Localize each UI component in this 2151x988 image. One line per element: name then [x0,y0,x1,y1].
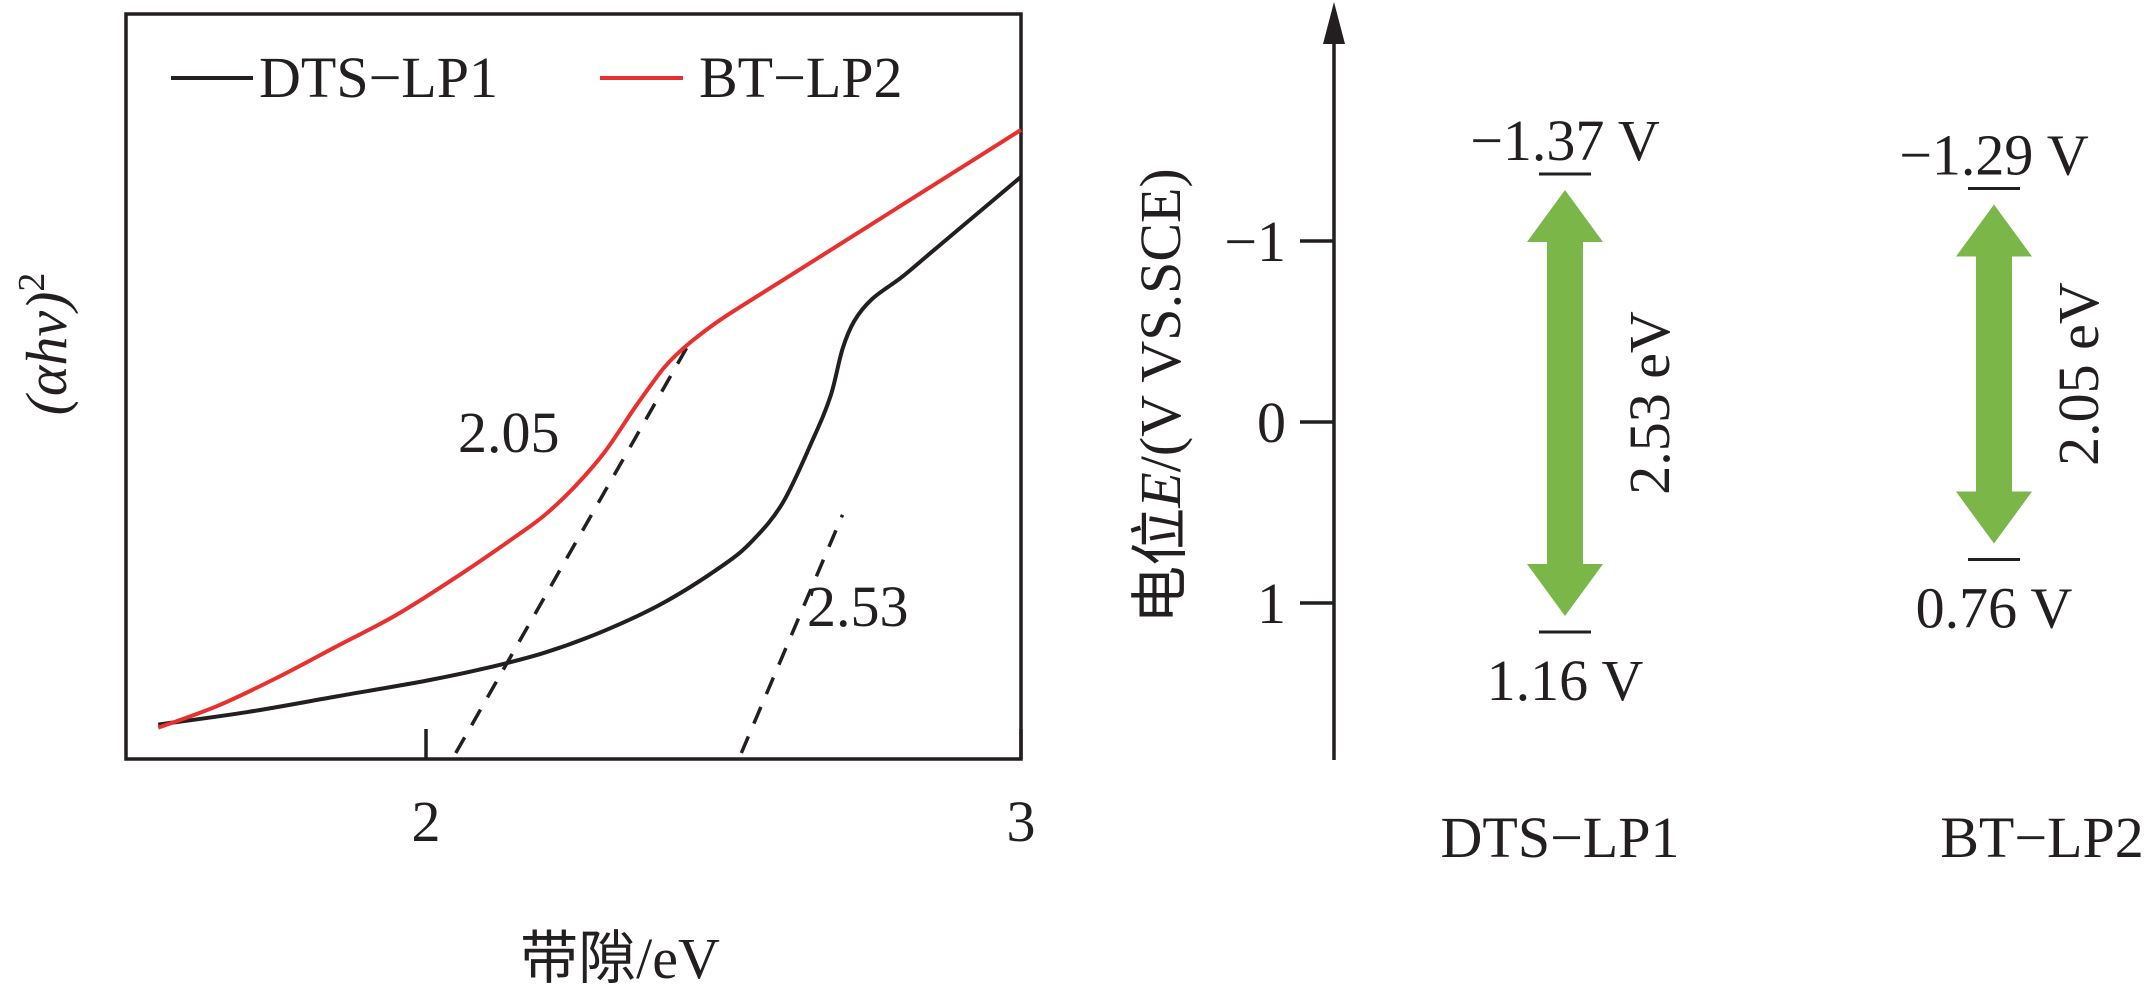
tangent-line-1 [454,344,690,754]
legend-label-dts-lp1: DTS−LP1 [259,45,498,110]
y-axis-label: (αhν)2 [11,273,79,416]
intercept-label-2-53: 2.53 [807,574,909,639]
lumo-label-dts-lp1: −1.37 V [1470,108,1660,173]
plot-frame [124,12,1023,761]
potential-tick-label-2: 1 [1257,571,1286,636]
intercept-label-2-05: 2.05 [458,400,560,465]
x-tick-label-3: 3 [1007,789,1036,854]
band-gap-arrow-dts-lp1 [1527,190,1603,616]
category-label-bt-lp2: BT−LP2 [1940,805,2144,870]
x-axis-label: 带隙/eV [520,926,720,988]
homo-label-dts-lp1: 1.16 V [1487,648,1644,713]
potential-tick-label-0: −1 [1224,209,1286,274]
band-energy-diagram: −1 0 1 −1.37 V 1.16 V 2.53 eV −1.29 V 0.76 V 2.… [1128,2,2144,870]
homo-label-bt-lp2: 0.76 V [1916,576,2073,641]
category-label-dts-lp1: DTS−LP1 [1441,805,1680,870]
tauc-plot: 2 3 DTS−LP1 BT−LP2 2.05 2.53 (αhν)2 带隙/eV [11,12,1036,988]
gap-label-bt-lp2: 2.05 eV [2046,282,2111,466]
legend: DTS−LP1 BT−LP2 [171,45,903,110]
tangent-line-2 [739,514,845,754]
series-line-dts-lp1 [157,175,1023,727]
potential-axis-label: 电位E/(V VS.SCE) [1128,168,1193,624]
band-gap-arrow-bt-lp2 [1956,204,2032,544]
axis-arrowhead [1323,2,1345,44]
gap-label-dts-lp1: 2.53 eV [1617,311,1682,495]
x-tick-label-2: 2 [412,789,441,854]
series-line-bt-lp2 [157,128,1023,730]
legend-label-bt-lp2: BT−LP2 [699,45,903,110]
potential-tick-label-1: 0 [1257,390,1286,455]
lumo-label-bt-lp2: −1.29 V [1899,123,2089,188]
